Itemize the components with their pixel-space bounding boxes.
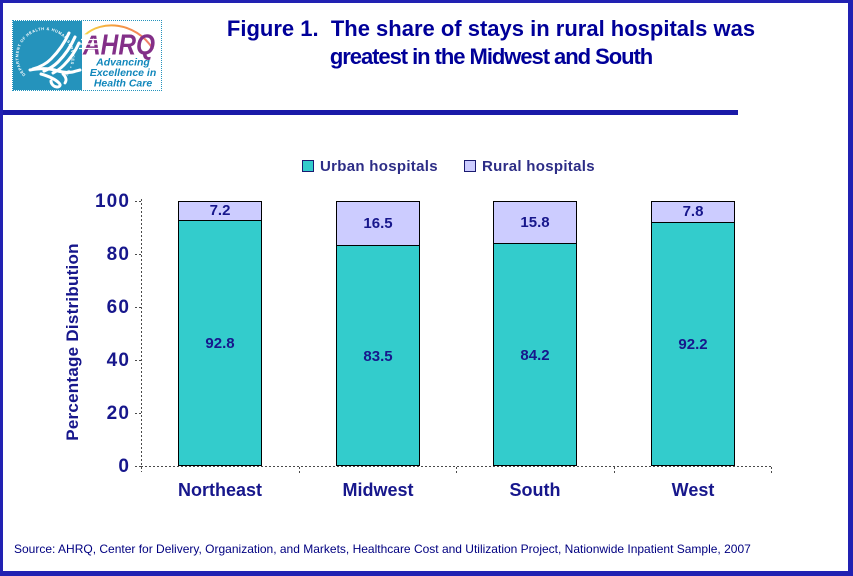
svg-text:Health Care: Health Care — [94, 78, 153, 90]
svg-text:Excellence in: Excellence in — [90, 67, 157, 79]
svg-text:Advancing: Advancing — [95, 57, 150, 69]
